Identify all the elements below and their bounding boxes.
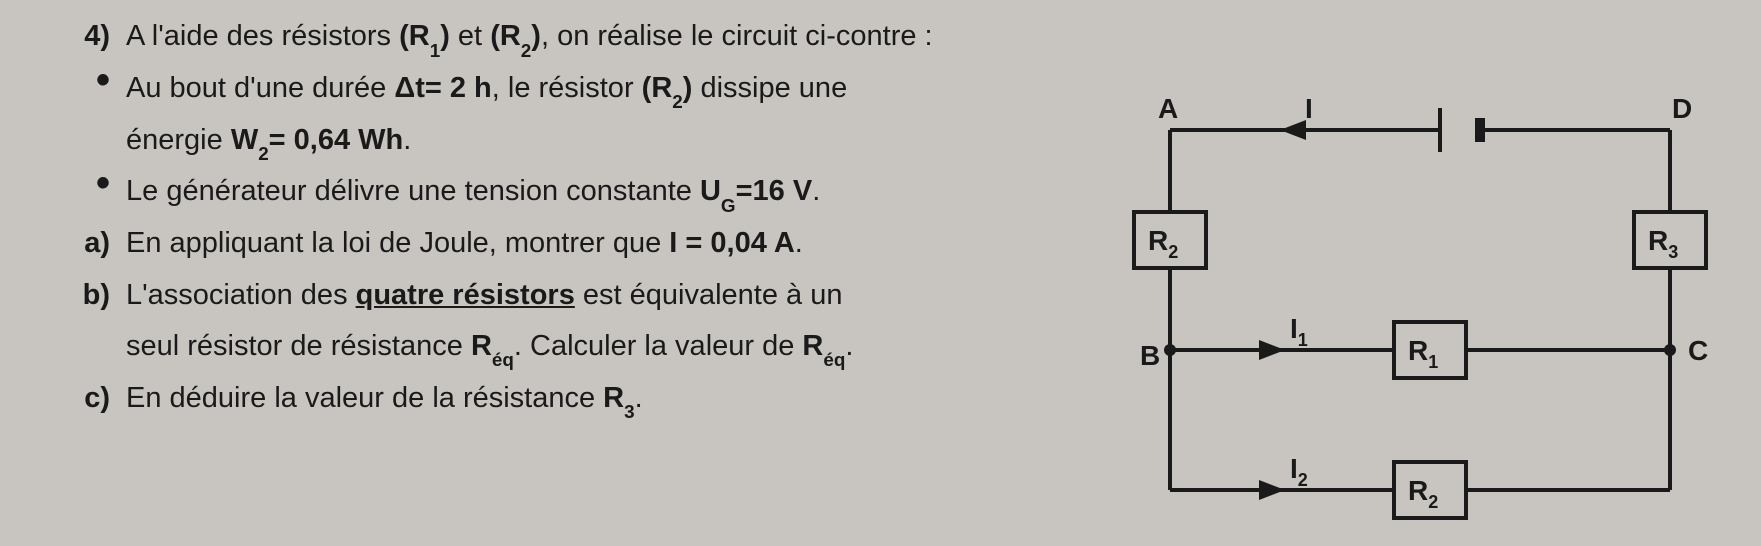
c-text: En déduire la valeur de la résistance R3… (126, 374, 1090, 424)
t: ) (683, 72, 693, 104)
line-b-cont: seul résistor de résistance Réq. Calcule… (50, 322, 1090, 372)
arrow-i2 (1259, 480, 1285, 500)
t: ) (440, 20, 450, 52)
b-marker: b) (50, 271, 126, 320)
t: et (450, 20, 490, 52)
t: (R2) (490, 20, 541, 52)
circuit-diagram: A D B C I I1 I2 R2 R3 R1 R2 (1110, 90, 1730, 530)
t: U (700, 175, 721, 207)
t: Δt= 2 h (394, 72, 491, 104)
t: =16 V (736, 175, 813, 207)
t: , on réalise le circuit ci-contre : (541, 20, 933, 52)
t: est équivalente à un (575, 279, 843, 311)
t: , le résistor (492, 72, 642, 104)
line-b1-cont: énergie W2= 0,64 Wh. (50, 116, 1090, 166)
t: dissipe une (692, 72, 847, 104)
t: éq (492, 349, 514, 370)
b-text: L'association des quatre résistors est é… (126, 271, 1090, 320)
t: ) (531, 20, 541, 52)
t: (R (490, 20, 521, 52)
t: 1 (430, 40, 440, 61)
current-i2-label: I2 (1290, 453, 1308, 490)
t: quatre résistors (356, 279, 575, 311)
t: 2 (521, 40, 531, 61)
current-i-label: I (1305, 93, 1313, 124)
t: . (635, 382, 643, 414)
t: Le générateur délivre une tension consta… (126, 175, 700, 207)
t: . (403, 124, 411, 156)
bullet-icon: • (50, 173, 126, 193)
line-b1: • Au bout d'une durée Δt= 2 h, le résist… (50, 64, 1090, 114)
t: 3 (624, 401, 634, 422)
t: R (471, 330, 492, 362)
b-text2: seul résistor de résistance Réq. Calcule… (126, 322, 1090, 372)
b2-text: Le générateur délivre une tension consta… (126, 167, 1090, 217)
t: énergie (126, 124, 231, 156)
t: (R1) (399, 20, 450, 52)
node-b-dot (1164, 344, 1176, 356)
node-c-dot (1664, 344, 1676, 356)
t: (R (642, 72, 673, 104)
t: En déduire la valeur de la résistance (126, 382, 603, 414)
t: R (802, 330, 823, 362)
t: = 0,64 Wh (269, 124, 404, 156)
b1-text: Au bout d'une durée Δt= 2 h, le résistor… (126, 64, 1090, 114)
t: R3 (603, 382, 634, 414)
t: Au bout d'une durée (126, 72, 394, 104)
t: seul résistor de résistance (126, 330, 471, 362)
line-a: a) En appliquant la loi de Joule, montre… (50, 219, 1090, 268)
bullet-icon: • (50, 70, 126, 90)
q4-marker: 4) (50, 12, 126, 61)
t: UG=16 V (700, 175, 812, 207)
t: Réq (471, 330, 514, 362)
t: . (795, 227, 803, 259)
circuit-svg: A D B C I I1 I2 R2 R3 R1 R2 (1110, 90, 1730, 530)
t: éq (823, 349, 845, 370)
t: En appliquant la loi de Joule, montrer q… (126, 227, 669, 259)
current-i1-label: I1 (1290, 313, 1308, 350)
line-b2: • Le générateur délivre une tension cons… (50, 167, 1090, 217)
c-marker: c) (50, 374, 126, 423)
t: W (231, 124, 258, 156)
t: 2 (672, 91, 682, 112)
node-c-label: C (1688, 335, 1708, 366)
page: 4) A l'aide des résistors (R1) et (R2), … (0, 0, 1761, 546)
t: A l'aide des résistors (126, 20, 399, 52)
t: W2= 0,64 Wh (231, 124, 403, 156)
t: (R2) (642, 72, 693, 104)
question-text: 4) A l'aide des résistors (R1) et (R2), … (50, 12, 1090, 424)
line-b: b) L'association des quatre résistors es… (50, 271, 1090, 320)
q4-text: A l'aide des résistors (R1) et (R2), on … (126, 12, 1090, 62)
t: . (812, 175, 820, 207)
t: I = 0,04 A (669, 227, 794, 259)
t: 2 (258, 143, 268, 164)
t: R (603, 382, 624, 414)
a-marker: a) (50, 219, 126, 268)
node-d-label: D (1672, 93, 1692, 124)
node-a-label: A (1158, 93, 1178, 124)
node-b-label: B (1140, 340, 1160, 371)
b1-text2: énergie W2= 0,64 Wh. (126, 116, 1090, 166)
arrow-i1 (1259, 340, 1285, 360)
t: G (721, 195, 736, 216)
a-text: En appliquant la loi de Joule, montrer q… (126, 219, 1090, 268)
t: . Calculer la valeur de (514, 330, 803, 362)
arrow-i (1280, 120, 1306, 140)
t: L'association des (126, 279, 356, 311)
line-q4: 4) A l'aide des résistors (R1) et (R2), … (50, 12, 1090, 62)
line-c: c) En déduire la valeur de la résistance… (50, 374, 1090, 424)
t: (R (399, 20, 430, 52)
t: . (845, 330, 853, 362)
t: Réq (802, 330, 845, 362)
